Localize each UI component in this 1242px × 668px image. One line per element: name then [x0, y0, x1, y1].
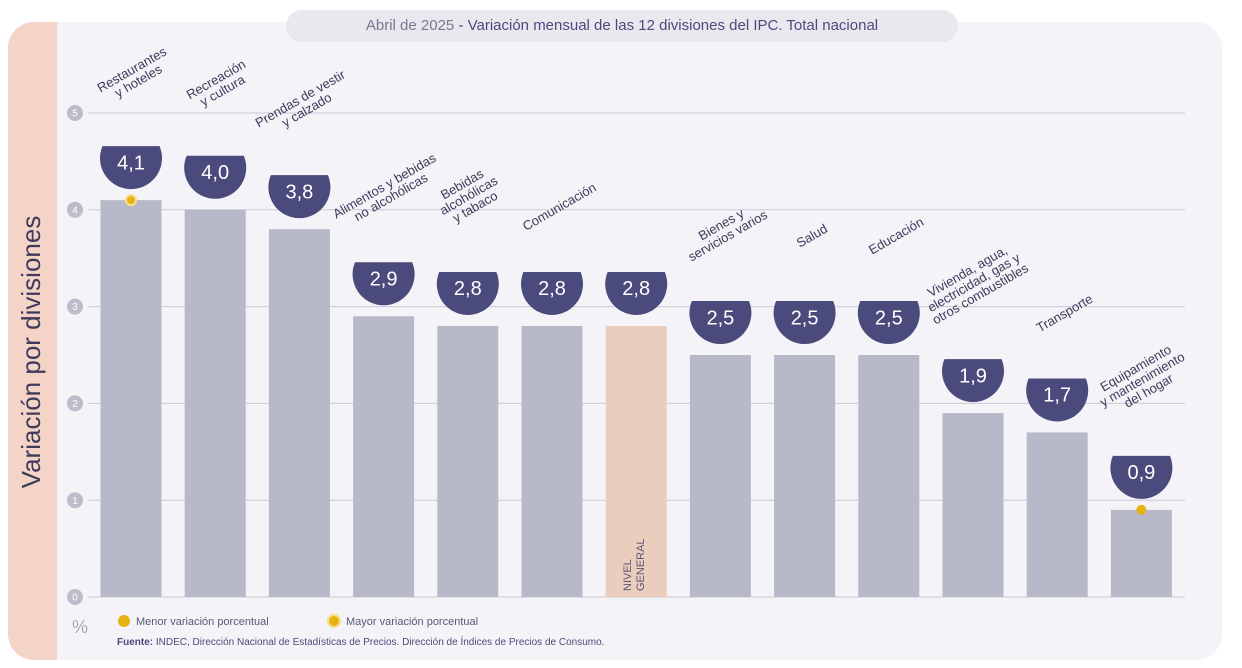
value-label: 2,8 [538, 278, 566, 300]
value-badge [857, 301, 920, 344]
chart-title: Abril de 2025 - Variación mensual de las… [366, 17, 878, 34]
value-label: 2,9 [370, 269, 398, 291]
bar [521, 325, 583, 597]
value-badge [100, 146, 162, 190]
value-label: 2,5 [791, 307, 819, 329]
y-tick-label: 1 [72, 496, 78, 507]
label-line: NIVEL [622, 559, 634, 591]
source: Fuente: INDEC, Dirección Nacional de Est… [117, 635, 604, 648]
value-label: 4,1 [117, 152, 145, 174]
value-badge [1026, 378, 1089, 422]
legend-marker [327, 614, 341, 628]
value-label: 3,8 [285, 181, 313, 203]
value-badge [1110, 455, 1173, 499]
legend-label: Menor variación porcentual [136, 616, 269, 628]
bar [100, 200, 162, 597]
bar [858, 355, 920, 597]
title: - Variación mensual de las 12 divisiones… [458, 17, 878, 34]
bar [268, 229, 330, 597]
legend-marker [118, 615, 130, 627]
y-tick-dot [67, 492, 83, 509]
bar [437, 325, 499, 597]
y-tick-label: 4 [72, 205, 78, 216]
extreme-marker [1136, 504, 1147, 515]
y-tick-label: 2 [72, 399, 78, 410]
value-badge [605, 271, 668, 315]
y-tick-label: 3 [72, 302, 78, 313]
value-badge [773, 301, 836, 344]
bar [1026, 432, 1088, 597]
value-label: 4,0 [201, 162, 229, 184]
bar [689, 355, 751, 597]
x-tick-label: NIVELGENERAL [622, 538, 647, 591]
bar [1110, 509, 1172, 597]
value-label: 2,8 [454, 278, 482, 300]
value-label: 2,5 [706, 307, 734, 329]
title-pill [286, 10, 958, 42]
value-label: 0,9 [1127, 462, 1155, 484]
y-tick-dot [67, 589, 83, 605]
value-label: 2,5 [875, 307, 903, 329]
label-line: GENERAL [635, 538, 647, 591]
value-label: 1,7 [1043, 385, 1071, 407]
legend-label: Mayor variación porcentual [346, 616, 478, 628]
value-badge [352, 262, 415, 306]
value-label: 1,9 [959, 365, 987, 387]
axis-strip [8, 22, 57, 660]
bar [353, 316, 415, 597]
bar [605, 325, 667, 597]
y-tick-label: 0 [72, 593, 78, 604]
source-text: INDEC, Dirección Nacional de Estadística… [156, 635, 605, 648]
value-badge [184, 155, 247, 199]
y-tick-dot [67, 298, 83, 315]
bar [184, 209, 246, 598]
date: Abril de 2025 [366, 17, 454, 34]
bar [942, 413, 1004, 597]
value-badge [942, 359, 1004, 403]
value-label: 2,8 [622, 278, 650, 300]
source-label: Fuente: [117, 637, 153, 648]
value-badge [521, 271, 583, 315]
bar [774, 355, 836, 597]
value-badge [436, 271, 499, 315]
extreme-marker [125, 194, 137, 207]
y-tick-dot [67, 395, 83, 412]
y-axis-label: Variación por divisiones [16, 216, 46, 489]
y-tick-label: 5 [72, 109, 78, 120]
unit-label: % [72, 617, 88, 637]
value-badge [689, 301, 752, 344]
y-tick-dot [67, 105, 83, 121]
y-tick-dot [67, 201, 83, 218]
value-badge [268, 175, 331, 219]
